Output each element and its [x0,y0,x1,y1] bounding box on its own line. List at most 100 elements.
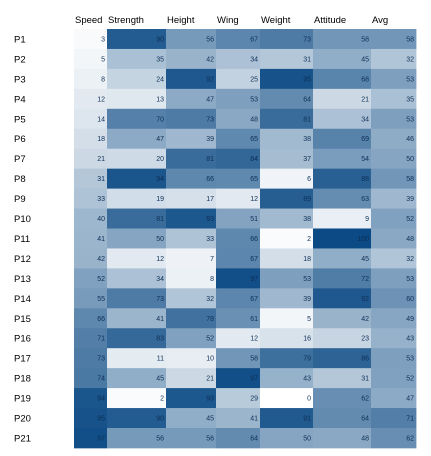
cell-value-label: 47 [206,96,214,103]
cell-value-label: 47 [406,396,414,403]
cell-value-label: 9 [365,216,369,223]
cell-value-label: 51 [250,216,258,223]
heatmap-cell [371,328,417,349]
heatmap-cell [107,368,167,389]
cell-value-label: 33 [97,196,105,203]
cell-value-label: 39 [303,296,311,303]
heatmap-cell [216,208,261,229]
row-label-p18: P18 [14,374,31,385]
cell-value-label: 62 [406,435,414,442]
column-header-avg: Avg [372,15,388,26]
cell-value-label: 91 [303,416,311,423]
cell-value-label: 81 [206,156,214,163]
cell-value-label: 24 [156,76,164,83]
heatmap-cell [74,248,108,269]
row-label-p1: P1 [14,34,26,45]
heatmap-cell [216,228,261,249]
heatmap-cell [107,428,167,449]
heatmap-cell [260,408,314,429]
cell-value-label: 42 [206,56,214,63]
heatmap-cell [107,228,167,249]
cell-value-label: 93 [206,216,214,223]
cell-value-label: 8 [101,76,105,83]
cell-value-label: 5 [101,56,105,63]
heatmap-cell [216,168,261,189]
cell-value-label: 52 [97,276,105,283]
heatmap-cell [216,408,261,429]
heatmap-cell [74,168,108,189]
heatmap-cell [216,108,261,130]
heatmap-cell [260,29,314,50]
cell-value-label: 35 [406,96,414,103]
heatmap-cell [107,388,167,409]
cell-value-label: 95 [303,76,311,83]
heatmap-cell [313,68,372,90]
cell-value-label: 32 [206,296,214,303]
heatmap-cell [74,348,108,369]
heatmap-cell [260,368,314,389]
cell-value-label: 12 [250,336,258,343]
heatmap-cell [74,108,108,130]
cell-value-label: 90 [156,416,164,423]
heatmap-cell [74,268,108,289]
cell-value-label: 8 [210,276,214,283]
cell-value-label: 35 [156,56,164,63]
heatmap-cell [371,288,417,309]
heatmap-cell [371,268,417,289]
row-label-p16: P16 [14,334,31,345]
heatmap-cell [371,108,417,130]
heatmap-cell [260,348,314,369]
cell-value-label: 25 [250,76,258,83]
cell-value-label: 73 [303,36,311,43]
heatmap-cell [166,268,217,289]
heatmap-cell [371,29,417,50]
cell-value-label: 58 [406,176,414,183]
cell-value-label: 53 [406,116,414,123]
cell-value-label: 21 [206,376,214,383]
heatmap-cell [216,348,261,369]
heatmap-cell [74,308,108,329]
heatmap-cell [216,48,261,70]
row-label-p3: P3 [14,74,26,85]
cell-value-label: 94 [97,396,105,403]
cell-value-label: 3 [101,36,105,43]
row-label-p8: P8 [14,174,26,185]
heatmap-cell [313,348,372,369]
cell-value-label: 21 [361,96,369,103]
cell-value-label: 73 [206,116,214,123]
cell-value-label: 95 [97,416,105,423]
cell-value-label: 64 [250,435,258,442]
cell-value-label: 45 [361,56,369,63]
cell-value-label: 2 [307,236,311,243]
heatmap-cell [166,48,217,70]
cell-value-label: 60 [406,296,414,303]
row-label-p11: P11 [14,234,30,245]
cell-value-label: 47 [156,136,164,143]
heatmap-cell [107,288,167,309]
heatmap-cell [216,188,261,209]
heatmap-cell [371,368,417,389]
cell-value-label: 92 [206,76,214,83]
heatmap-cell [107,408,167,429]
heatmap-cell [216,288,261,309]
heatmap-cell [74,388,108,409]
cell-value-label: 56 [206,435,214,442]
heatmap-cell [166,388,217,409]
heatmap-cell [166,29,217,50]
heatmap-cell [216,368,261,389]
cell-value-label: 83 [156,336,164,343]
cell-value-label: 2 [160,396,164,403]
cell-value-label: 70 [156,116,164,123]
heatmap-cell [371,428,417,449]
cell-value-label: 97 [250,376,258,383]
heatmap-cell [74,88,108,110]
heatmap-cell [216,248,261,269]
column-header-attitude: Attitude [314,15,346,26]
row-label-p7: P7 [14,154,26,165]
row-label-p13: P13 [14,274,31,285]
heatmap-cell [313,128,372,150]
heatmap-cell [371,128,417,150]
cell-value-label: 38 [303,136,311,143]
cell-value-label: 53 [406,356,414,363]
row-label-p15: P15 [14,314,31,325]
